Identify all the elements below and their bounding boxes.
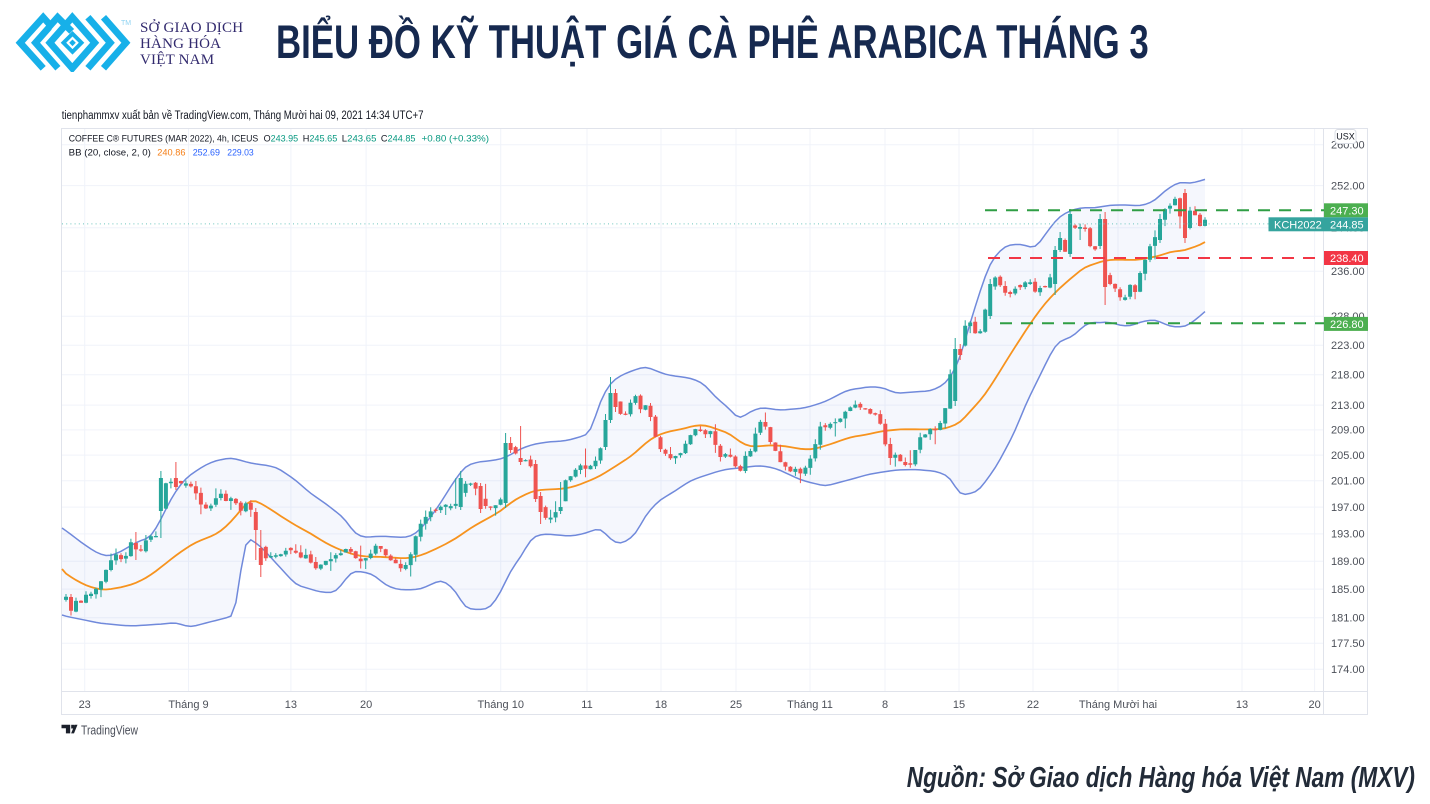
svg-text:L243.65: L243.65 bbox=[342, 133, 377, 144]
svg-text:193.00: 193.00 bbox=[1331, 529, 1365, 541]
svg-text:177.50: 177.50 bbox=[1331, 638, 1365, 650]
svg-text:174.00: 174.00 bbox=[1331, 664, 1365, 676]
svg-text:247.30: 247.30 bbox=[1330, 205, 1364, 217]
svg-text:COFFEE C® FUTURES (MAR 2022),: COFFEE C® FUTURES (MAR 2022), 4h, ICEUS bbox=[69, 133, 259, 144]
svg-text:240.86: 240.86 bbox=[157, 148, 185, 159]
svg-text:205.00: 205.00 bbox=[1331, 450, 1365, 462]
svg-text:25: 25 bbox=[730, 699, 742, 711]
svg-text:15: 15 bbox=[953, 699, 965, 711]
svg-text:O243.95: O243.95 bbox=[264, 133, 299, 144]
svg-text:181.00: 181.00 bbox=[1331, 613, 1365, 625]
svg-text:C244.85: C244.85 bbox=[381, 133, 416, 144]
svg-text:TradingView: TradingView bbox=[81, 724, 139, 738]
svg-text:Tháng 9: Tháng 9 bbox=[168, 699, 208, 711]
svg-text:20: 20 bbox=[360, 699, 372, 711]
svg-text:18: 18 bbox=[655, 699, 667, 711]
svg-text:244.85: 244.85 bbox=[1330, 219, 1364, 231]
svg-text:USX: USX bbox=[1336, 132, 1355, 142]
svg-text:236.00: 236.00 bbox=[1331, 266, 1365, 278]
svg-text:11: 11 bbox=[581, 699, 592, 711]
svg-text:213.00: 213.00 bbox=[1331, 400, 1365, 412]
svg-text:13: 13 bbox=[1236, 699, 1248, 711]
svg-text:tienphammxv xuất bản về Tradin: tienphammxv xuất bản về TradingView.com,… bbox=[62, 110, 424, 122]
svg-text:238.40: 238.40 bbox=[1330, 253, 1364, 265]
svg-text:189.00: 189.00 bbox=[1331, 556, 1365, 568]
svg-text:23: 23 bbox=[79, 699, 91, 711]
svg-text:8: 8 bbox=[882, 699, 888, 711]
svg-text:13: 13 bbox=[285, 699, 297, 711]
svg-text:201.00: 201.00 bbox=[1331, 476, 1365, 488]
svg-text:Tháng Mười hai: Tháng Mười hai bbox=[1079, 699, 1157, 711]
svg-text:218.00: 218.00 bbox=[1331, 370, 1365, 382]
svg-text:252.00: 252.00 bbox=[1331, 180, 1365, 192]
svg-text:TM: TM bbox=[121, 20, 131, 27]
svg-text:+0.80 (+0.33%): +0.80 (+0.33%) bbox=[422, 133, 490, 144]
svg-text:223.00: 223.00 bbox=[1331, 340, 1365, 352]
svg-text:209.00: 209.00 bbox=[1331, 425, 1365, 437]
svg-text:226.80: 226.80 bbox=[1330, 319, 1364, 331]
svg-text:197.00: 197.00 bbox=[1331, 502, 1365, 514]
svg-text:KCH2022: KCH2022 bbox=[1274, 219, 1322, 231]
svg-text:22: 22 bbox=[1027, 699, 1039, 711]
svg-text:185.00: 185.00 bbox=[1331, 584, 1365, 596]
svg-text:Tháng 11: Tháng 11 bbox=[787, 699, 833, 711]
svg-text:229.03: 229.03 bbox=[227, 148, 253, 159]
svg-text:BB (20, close, 2, 0): BB (20, close, 2, 0) bbox=[69, 148, 151, 159]
svg-text:252.69: 252.69 bbox=[193, 148, 220, 159]
svg-text:20: 20 bbox=[1308, 699, 1320, 711]
svg-text:Tháng 10: Tháng 10 bbox=[477, 699, 523, 711]
svg-text:H245.65: H245.65 bbox=[303, 133, 338, 144]
